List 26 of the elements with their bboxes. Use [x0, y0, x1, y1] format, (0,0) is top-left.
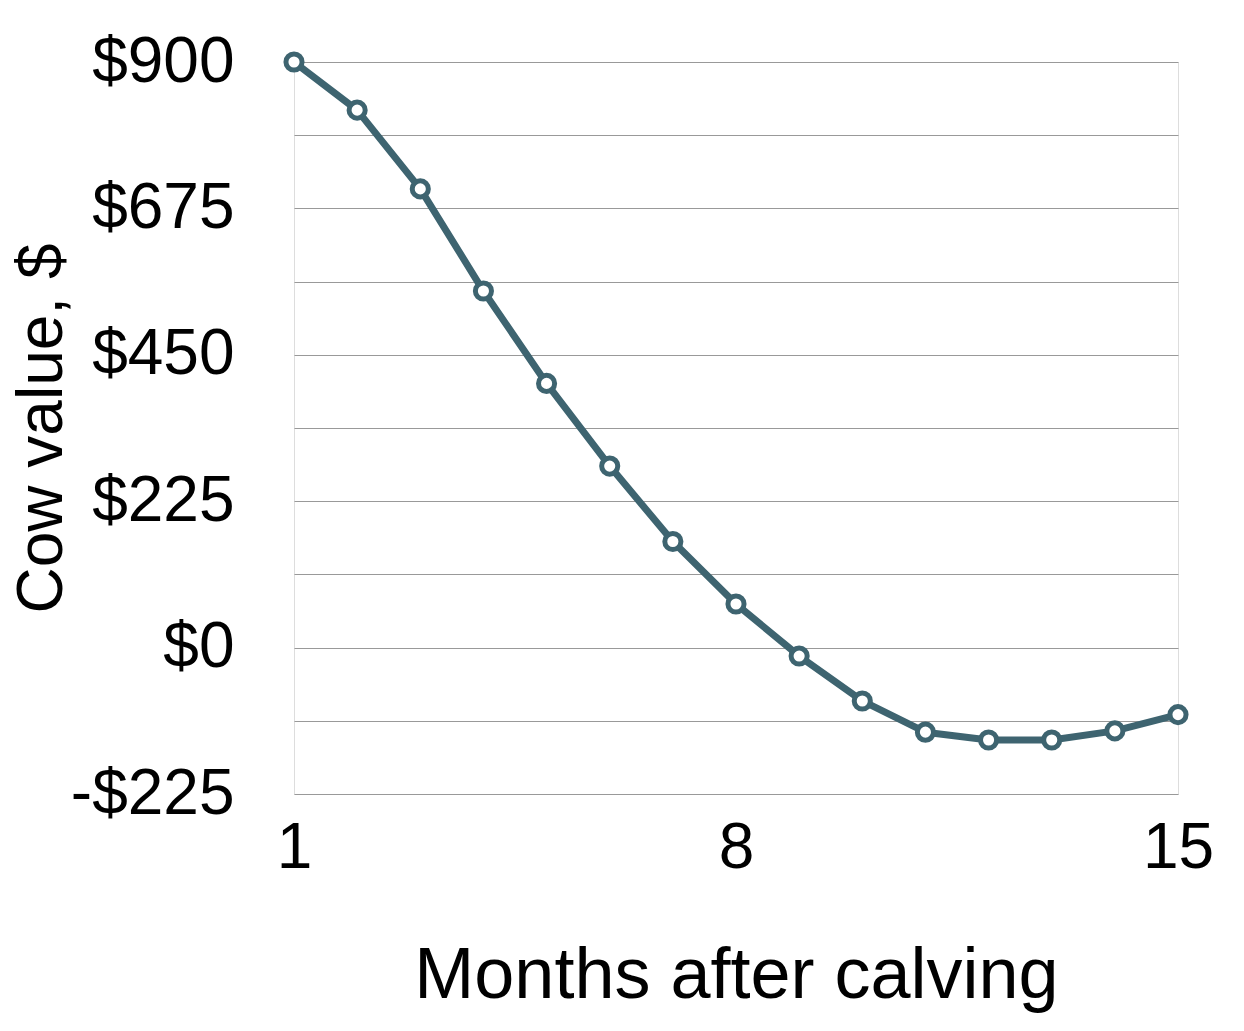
- x-tick-label: 8: [718, 809, 755, 882]
- y-tick-label: $0: [163, 609, 235, 682]
- point: [1104, 720, 1126, 742]
- point: [662, 531, 684, 553]
- y-axis-title: Cow value, $: [3, 243, 76, 614]
- point: [788, 645, 810, 667]
- x-tick-label: 15: [1142, 809, 1215, 882]
- y-tick-label: -$225: [70, 755, 235, 828]
- y-tick-label: $450: [92, 316, 235, 389]
- y-tick-label: $225: [92, 462, 235, 535]
- point: [851, 690, 873, 712]
- x-axis-title: Months after calving: [414, 932, 1059, 1013]
- point: [1167, 704, 1189, 726]
- point: [536, 372, 558, 394]
- point: [599, 455, 621, 477]
- point: [472, 280, 494, 302]
- y-tick-label: $900: [92, 23, 235, 96]
- x-tick-label: 1: [276, 809, 313, 882]
- y-tick-label: $675: [92, 169, 235, 242]
- point: [914, 721, 936, 743]
- point: [978, 729, 1000, 751]
- point: [409, 178, 431, 200]
- point: [725, 593, 747, 615]
- point: [1041, 729, 1063, 751]
- point: [283, 51, 305, 73]
- point: [346, 99, 368, 121]
